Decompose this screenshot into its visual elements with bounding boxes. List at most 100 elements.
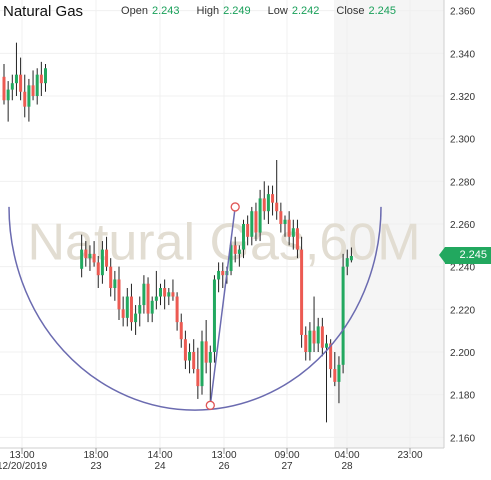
candle-body <box>258 198 262 233</box>
trend-line-drawing[interactable] <box>209 206 236 406</box>
candle-body <box>125 296 129 318</box>
candle-body <box>233 245 237 254</box>
candle-body <box>96 262 100 276</box>
candle-body <box>117 279 121 310</box>
candle-body <box>150 300 154 314</box>
candle-body <box>349 256 353 261</box>
candle-body <box>84 249 88 259</box>
candle-body <box>183 339 187 361</box>
line-anchor-end[interactable] <box>230 202 240 212</box>
candle-body <box>229 245 233 271</box>
candle-body <box>341 266 345 365</box>
x-tick-time: 04:00 <box>334 450 359 461</box>
candle-body <box>308 330 312 352</box>
low-value: 2.242 <box>291 5 320 17</box>
candle-body <box>254 211 258 233</box>
x-tick-time: 09:00 <box>274 450 299 461</box>
candle-body <box>196 369 200 387</box>
x-tick-date: 28 <box>341 461 353 472</box>
candle-body <box>88 253 92 259</box>
candle-body <box>6 89 10 101</box>
candle-body <box>300 249 304 335</box>
candle-body <box>271 194 275 203</box>
candle-body <box>325 343 328 348</box>
candle-body <box>92 253 96 263</box>
candle-body <box>171 292 175 297</box>
candle-body <box>19 74 23 92</box>
candle-body <box>304 334 308 352</box>
candle-body <box>262 198 266 212</box>
grid <box>0 0 444 448</box>
candle-body <box>31 85 35 96</box>
x-tick-time: 13:00 <box>211 450 236 461</box>
symbol-title: Natural Gas <box>3 2 84 20</box>
candle-body <box>167 292 171 297</box>
x-tick-time: 18:00 <box>83 450 108 461</box>
candle-body <box>44 68 47 84</box>
candle-body <box>345 258 349 267</box>
last-price-badge: 2.245 <box>439 247 491 264</box>
candles <box>2 42 353 423</box>
candle-body <box>266 194 270 212</box>
arc-drawing[interactable] <box>8 206 382 411</box>
time-axis[interactable]: 13:0012/20/201918:002314:002413:002609:0… <box>0 448 423 472</box>
candle-body <box>320 326 324 348</box>
candle-body <box>312 330 316 344</box>
drawings[interactable] <box>8 202 382 411</box>
y-tick-label: 2.180 <box>450 391 475 402</box>
candle-body <box>129 296 133 323</box>
chart-header: Natural Gas Open 2.243 High 2.249 Low 2.… <box>0 0 440 22</box>
candle-body <box>100 249 104 276</box>
y-tick-label: 2.340 <box>450 49 475 60</box>
candle-body <box>39 74 43 84</box>
candle-body <box>275 202 279 212</box>
candle-body <box>279 211 283 224</box>
candle-body <box>2 76 6 101</box>
candle-body <box>23 91 27 107</box>
y-tick-label: 2.220 <box>450 305 475 316</box>
candle-body <box>295 228 299 250</box>
x-tick-date: 26 <box>218 461 230 472</box>
candle-body <box>291 228 295 237</box>
candle-body <box>337 364 341 382</box>
x-tick-date: 27 <box>281 461 293 472</box>
candle-body <box>175 296 179 323</box>
candle-body <box>246 224 250 237</box>
y-tick-label: 2.280 <box>450 177 475 188</box>
watermark-text: Natural Gas,60M <box>27 214 420 272</box>
candle-body <box>200 341 204 387</box>
x-tick-time: 23:00 <box>397 450 422 461</box>
candle-body <box>10 83 14 90</box>
candle-body <box>217 270 221 280</box>
candle-body <box>188 352 192 361</box>
candle-body <box>316 326 320 344</box>
candle-body <box>105 249 109 267</box>
candle-body <box>27 85 31 107</box>
candle-body <box>109 266 113 288</box>
x-tick-time: 13:00 <box>9 450 34 461</box>
candle-body <box>163 288 167 297</box>
candle-body <box>14 74 18 84</box>
open-label: Open <box>121 5 148 17</box>
candle-body <box>113 279 117 288</box>
candle-body <box>159 288 162 297</box>
candle-body <box>333 369 337 382</box>
candle-body <box>329 343 333 370</box>
candle-body <box>242 224 245 250</box>
y-tick-label: 2.240 <box>450 263 475 274</box>
candle-body <box>204 341 208 363</box>
candle-body <box>138 305 142 314</box>
line-anchor-start[interactable] <box>205 400 215 410</box>
price-axis[interactable]: 2.360 2.340 2.320 2.300 2.280 2.260 2.240 2.220… <box>450 7 475 445</box>
y-tick-label: 2.300 <box>450 135 475 146</box>
high-value: 2.249 <box>223 5 251 17</box>
candle-body <box>287 219 291 237</box>
y-tick-label: 2.160 <box>450 433 475 444</box>
candle-body <box>250 211 254 237</box>
y-tick-label: 2.200 <box>450 348 475 359</box>
candle-body <box>154 296 158 301</box>
low-label: Low <box>267 5 288 17</box>
x-tick-date: 24 <box>154 461 166 472</box>
